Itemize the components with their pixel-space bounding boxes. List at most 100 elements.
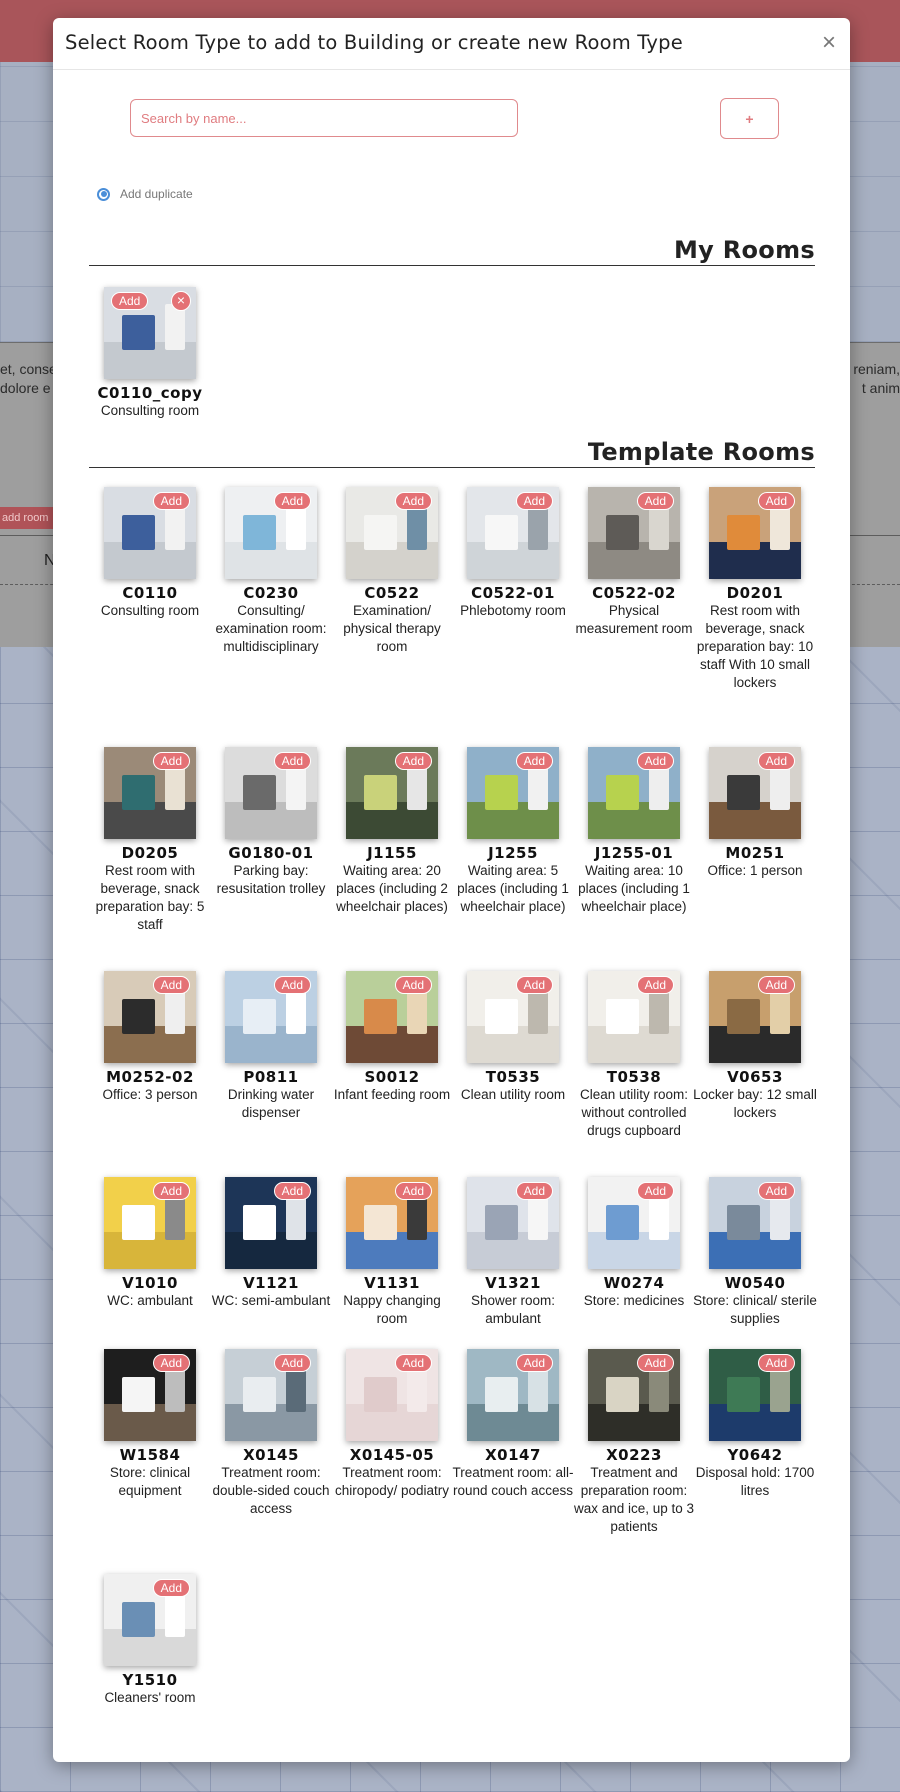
- add-button[interactable]: Add: [111, 292, 149, 310]
- add-button[interactable]: Add: [394, 752, 432, 770]
- close-icon[interactable]: ×: [816, 30, 842, 56]
- add-button[interactable]: Add: [273, 976, 311, 994]
- room-description: WC: semi-ambulant: [211, 1293, 331, 1308]
- room-thumbnail: Add: [467, 487, 559, 579]
- add-button[interactable]: Add: [757, 976, 795, 994]
- room-thumbnail: Add: [467, 1177, 559, 1269]
- template-room-card: Add V1131 Nappy changing room: [327, 1177, 457, 1328]
- add-button[interactable]: Add: [636, 1354, 674, 1372]
- add-button[interactable]: Add: [515, 976, 553, 994]
- add-button[interactable]: Add: [636, 976, 674, 994]
- add-button[interactable]: Add: [757, 1354, 795, 1372]
- modal-title: Select Room Type to add to Building or c…: [65, 31, 683, 54]
- add-button[interactable]: Add: [636, 492, 674, 510]
- add-button[interactable]: Add: [394, 1182, 432, 1200]
- add-button[interactable]: Add: [757, 1182, 795, 1200]
- room-description: Shower room: ambulant: [470, 1293, 556, 1326]
- my-rooms-title: My Rooms: [89, 236, 815, 266]
- add-duplicate-option[interactable]: Add duplicate: [97, 187, 193, 201]
- room-thumbnail: Add: [709, 747, 801, 839]
- add-button[interactable]: Add: [394, 976, 432, 994]
- add-button[interactable]: Add: [273, 1182, 311, 1200]
- add-button[interactable]: Add: [515, 492, 553, 510]
- room-description: Clean utility room: [460, 1087, 566, 1102]
- room-thumbnail: Add: [588, 1349, 680, 1441]
- room-description: Treatment room: double-sided couch acces…: [212, 1465, 330, 1516]
- room-description: Office: 3 person: [102, 1087, 198, 1102]
- room-thumbnail: Add: [709, 487, 801, 579]
- template-room-card: Add D0201 Rest room with beverage, snack p…: [690, 487, 820, 692]
- add-button[interactable]: Add: [636, 752, 674, 770]
- room-thumbnail: Add: [709, 971, 801, 1063]
- room-code: X0145-05: [349, 1446, 435, 1464]
- create-room-type-button[interactable]: +: [720, 98, 779, 139]
- add-button[interactable]: Add: [152, 1182, 190, 1200]
- add-button[interactable]: Add: [273, 492, 311, 510]
- room-code: T0538: [606, 1068, 662, 1086]
- room-code: X0223: [606, 1446, 662, 1464]
- add-button[interactable]: Add: [394, 492, 432, 510]
- my-room-card: Add × C0110_copy Consulting room: [85, 287, 215, 420]
- template-room-card: Add X0147 Treatment room: all-round couch …: [448, 1349, 578, 1500]
- room-thumbnail: Add: [709, 1177, 801, 1269]
- add-button[interactable]: Add: [152, 752, 190, 770]
- room-description: Rest room with beverage, snack preparati…: [95, 863, 205, 932]
- add-button[interactable]: Add: [515, 1182, 553, 1200]
- template-room-card: Add Y1510 Cleaners' room: [85, 1574, 215, 1707]
- room-thumbnail: Add: [346, 747, 438, 839]
- room-description: Treatment room: chiropody/ podiatry: [334, 1465, 450, 1498]
- room-code: W0540: [724, 1274, 786, 1292]
- template-room-card: Add C0522-01 Phlebotomy room: [448, 487, 578, 620]
- add-button[interactable]: Add: [152, 492, 190, 510]
- modal-header: Select Room Type to add to Building or c…: [53, 18, 850, 70]
- add-button[interactable]: Add: [273, 1354, 311, 1372]
- room-thumbnail: Add: [467, 747, 559, 839]
- template-room-card: Add Y0642 Disposal hold: 1700 litres: [690, 1349, 820, 1500]
- delete-icon[interactable]: ×: [171, 291, 191, 311]
- add-button[interactable]: Add: [636, 1182, 674, 1200]
- room-thumbnail: Add: [346, 1349, 438, 1441]
- add-button[interactable]: Add: [152, 976, 190, 994]
- room-description: Store: clinical equipment: [109, 1465, 191, 1498]
- room-thumbnail: Add: [588, 971, 680, 1063]
- room-description: Store: clinical/ sterile supplies: [693, 1293, 817, 1326]
- room-thumbnail: Add: [104, 1574, 196, 1666]
- room-code: C0110: [122, 584, 178, 602]
- room-thumbnail: Add: [467, 1349, 559, 1441]
- add-button[interactable]: Add: [515, 1354, 553, 1372]
- template-room-card: Add C0110 Consulting room: [85, 487, 215, 620]
- add-button[interactable]: Add: [152, 1579, 190, 1597]
- template-room-card: Add C0230 Consulting/ examination room: mu…: [206, 487, 336, 656]
- room-code: Y0642: [727, 1446, 783, 1464]
- background-text-left: et, conse dolore e: [0, 361, 57, 396]
- search-input[interactable]: [130, 99, 518, 137]
- add-button[interactable]: Add: [757, 492, 795, 510]
- room-code: V1321: [485, 1274, 541, 1292]
- background-label: N: [44, 552, 56, 569]
- add-duplicate-radio[interactable]: [97, 187, 110, 201]
- add-button[interactable]: Add: [273, 752, 311, 770]
- template-room-card: Add W1584 Store: clinical equipment: [85, 1349, 215, 1500]
- room-description: Office: 1 person: [707, 863, 803, 878]
- room-code: M0252-02: [106, 1068, 194, 1086]
- template-room-card: Add T0535 Clean utility room: [448, 971, 578, 1104]
- template-room-card: Add V1321 Shower room: ambulant: [448, 1177, 578, 1328]
- room-thumbnail: Add: [104, 1349, 196, 1441]
- room-code: P0811: [243, 1068, 299, 1086]
- room-thumbnail: Add: [588, 747, 680, 839]
- background-add-room-button: add room: [0, 507, 58, 529]
- add-button[interactable]: Add: [757, 752, 795, 770]
- room-thumbnail: Add: [588, 1177, 680, 1269]
- background-text-right: reniam, t anim: [853, 361, 900, 396]
- room-description: Phlebotomy room: [460, 603, 566, 618]
- room-code: X0145: [243, 1446, 299, 1464]
- add-button[interactable]: Add: [152, 1354, 190, 1372]
- room-code: T0535: [485, 1068, 541, 1086]
- room-thumbnail: Add: [467, 971, 559, 1063]
- template-room-card: Add G0180-01 Parking bay: resusitation tro…: [206, 747, 336, 898]
- add-button[interactable]: Add: [515, 752, 553, 770]
- room-description: Treatment and preparation room: wax and …: [573, 1465, 695, 1534]
- room-code: C0110_copy: [97, 384, 203, 402]
- add-button[interactable]: Add: [394, 1354, 432, 1372]
- room-code: V1010: [122, 1274, 178, 1292]
